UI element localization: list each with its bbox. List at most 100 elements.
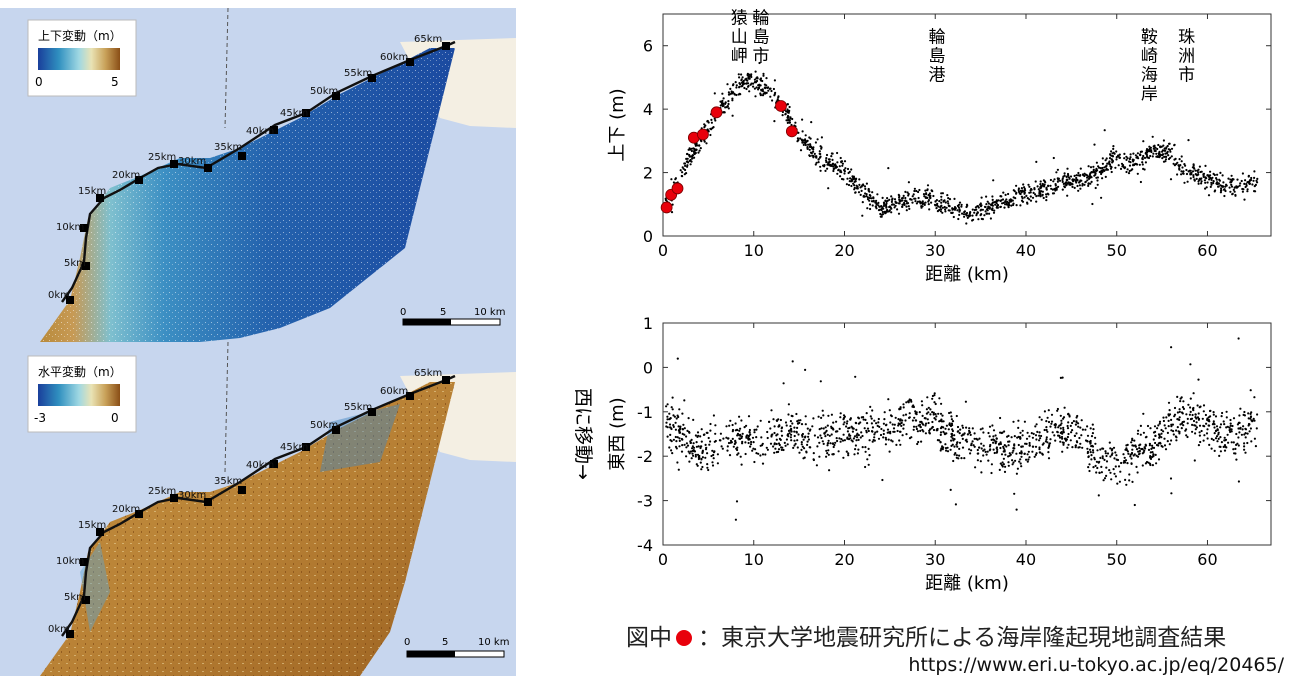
data-point xyxy=(782,382,785,385)
data-point xyxy=(1039,187,1042,190)
data-point xyxy=(1234,452,1237,455)
data-point xyxy=(953,438,956,441)
data-point xyxy=(886,428,890,431)
data-point xyxy=(1015,184,1018,187)
data-point xyxy=(831,158,834,161)
data-point xyxy=(1012,203,1015,207)
data-point xyxy=(811,425,814,428)
data-point xyxy=(846,167,850,171)
data-point xyxy=(995,446,998,449)
data-point xyxy=(788,432,791,435)
data-point xyxy=(898,198,901,201)
data-point xyxy=(1017,188,1020,192)
data-point xyxy=(1157,143,1160,147)
data-point xyxy=(688,452,691,455)
data-point xyxy=(705,142,708,145)
place-annotation: 珠洲市 xyxy=(1178,28,1195,86)
data-point xyxy=(758,61,761,65)
data-point xyxy=(1208,443,1211,446)
data-point xyxy=(696,431,700,434)
data-point xyxy=(1182,400,1185,403)
data-point xyxy=(679,425,682,428)
data-point xyxy=(694,455,697,458)
data-point xyxy=(1173,406,1177,410)
data-point xyxy=(693,151,696,155)
data-point xyxy=(909,198,912,201)
data-point xyxy=(1111,161,1114,164)
data-point xyxy=(853,186,856,189)
data-point xyxy=(996,448,999,451)
data-point xyxy=(712,453,715,457)
data-point xyxy=(913,416,916,419)
km-label: 20km xyxy=(112,170,140,181)
data-point xyxy=(1060,435,1064,439)
data-point xyxy=(789,420,792,423)
data-point xyxy=(881,196,884,199)
data-point xyxy=(979,202,982,205)
data-point xyxy=(1038,448,1041,451)
data-point xyxy=(857,434,860,437)
data-point xyxy=(1053,434,1056,437)
data-point xyxy=(1001,198,1005,201)
data-point xyxy=(1116,458,1120,462)
data-point xyxy=(1090,435,1094,438)
data-point xyxy=(1229,418,1232,422)
data-point xyxy=(1172,430,1175,433)
data-point xyxy=(884,212,887,215)
data-point xyxy=(1229,430,1232,433)
data-point xyxy=(1017,443,1020,447)
data-point xyxy=(1078,180,1081,183)
data-point xyxy=(957,430,960,433)
data-point xyxy=(1127,172,1131,175)
data-point xyxy=(1056,430,1059,433)
data-point xyxy=(1189,406,1192,409)
data-point xyxy=(772,445,775,448)
data-point xyxy=(851,426,854,429)
data-point xyxy=(838,165,841,168)
data-point xyxy=(1170,147,1174,150)
data-point xyxy=(815,161,818,164)
data-point xyxy=(1128,160,1131,163)
data-point xyxy=(775,434,778,437)
data-point xyxy=(1175,429,1178,432)
data-point xyxy=(991,424,994,427)
data-point xyxy=(726,83,729,86)
data-point xyxy=(1032,432,1035,435)
data-point xyxy=(776,98,779,101)
data-point xyxy=(915,202,918,205)
data-point xyxy=(1137,450,1140,453)
data-point xyxy=(1061,376,1064,379)
data-point xyxy=(690,438,693,441)
data-point xyxy=(879,215,882,218)
data-point xyxy=(879,433,883,437)
red-dot-icon xyxy=(676,630,692,646)
data-point xyxy=(934,200,937,203)
data-point xyxy=(1224,189,1227,193)
data-point xyxy=(832,421,835,424)
data-point xyxy=(1198,431,1201,434)
data-point xyxy=(1099,448,1102,451)
data-point xyxy=(827,187,830,190)
data-point xyxy=(1200,180,1203,183)
data-point xyxy=(1215,425,1219,428)
data-point xyxy=(890,439,893,442)
data-point xyxy=(793,439,796,442)
data-point xyxy=(1019,204,1022,207)
data-point xyxy=(1167,154,1170,157)
data-point xyxy=(994,200,997,203)
data-point xyxy=(912,425,916,428)
data-point xyxy=(671,452,674,455)
data-point xyxy=(1089,442,1092,445)
data-point xyxy=(1039,180,1042,183)
source-url[interactable]: https://www.eri.u-tokyo.ac.jp/eq/20465/ xyxy=(908,654,1284,676)
data-point xyxy=(1208,178,1211,181)
data-point xyxy=(988,425,992,428)
data-point xyxy=(1069,175,1073,178)
data-point xyxy=(941,192,944,195)
data-point xyxy=(912,405,915,409)
data-point xyxy=(1118,480,1121,483)
data-point xyxy=(856,185,859,188)
data-point xyxy=(788,119,791,122)
data-point xyxy=(796,439,799,442)
data-point xyxy=(1062,428,1065,431)
